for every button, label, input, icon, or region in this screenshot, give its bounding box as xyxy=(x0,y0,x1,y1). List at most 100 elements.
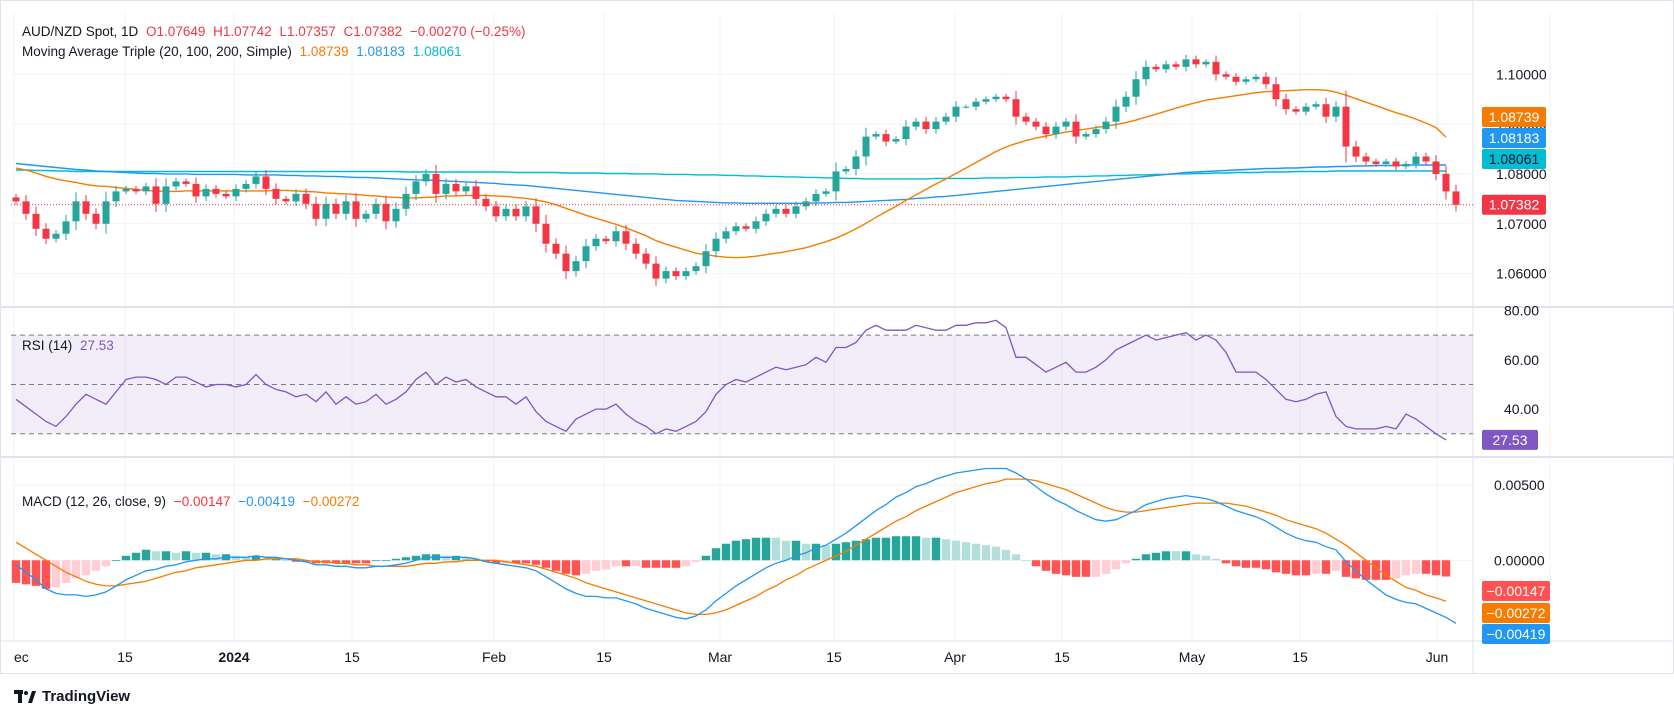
macd-histogram-bar xyxy=(691,560,701,562)
candle-body xyxy=(262,176,270,189)
candle-body xyxy=(1372,161,1380,164)
candle-body xyxy=(432,173,440,194)
macd-signal-value: −0.00272 xyxy=(302,494,360,509)
macd-histogram-bar xyxy=(821,545,831,561)
candle-body xyxy=(1242,79,1250,82)
candle-body xyxy=(172,181,180,187)
candle-body xyxy=(982,99,990,102)
candle-body xyxy=(712,238,720,252)
x-tick-label: Apr xyxy=(944,649,966,665)
macd-label: MACD (12, 26, close, 9) xyxy=(22,494,167,509)
macd-histogram-bar xyxy=(41,560,51,589)
candle-body xyxy=(1122,96,1130,107)
macd-histogram-bar xyxy=(1041,560,1051,571)
macd-line-value: −0.00419 xyxy=(238,494,295,509)
low-value: L1.07357 xyxy=(279,24,336,39)
macd-signal-line xyxy=(15,478,1447,616)
ma200-line xyxy=(16,169,1446,180)
macd-histogram-bar xyxy=(1201,555,1211,561)
candle-body xyxy=(192,183,200,197)
macd-histogram-bar xyxy=(921,537,931,561)
macd-histogram-bar xyxy=(1311,560,1321,574)
price-pane[interactable] xyxy=(11,54,1473,286)
macd-pane[interactable] xyxy=(11,467,1457,624)
ma100-price-badge: 1.08183 xyxy=(1489,130,1540,146)
candle-body xyxy=(992,96,1000,100)
macd-histogram-bar xyxy=(641,560,651,568)
macd-histogram-bar xyxy=(351,560,361,564)
macd-histogram-bar xyxy=(1351,560,1361,579)
candle-body xyxy=(282,198,290,202)
ma200-value: 1.08061 xyxy=(412,44,462,59)
candle-body xyxy=(62,221,70,234)
rsi-tick-label: 80.00 xyxy=(1504,302,1539,318)
candle-body xyxy=(382,203,390,222)
candle-body xyxy=(672,271,680,277)
price-tick-label: 1.07000 xyxy=(1496,216,1547,232)
candle-body xyxy=(1452,191,1460,205)
macd-histogram-bar xyxy=(771,537,781,561)
macd-histogram-bar xyxy=(1031,560,1041,567)
candle-body xyxy=(782,208,790,214)
candle-body xyxy=(632,243,640,254)
macd-histogram-bar xyxy=(341,560,351,564)
x-tick-label: 15 xyxy=(1292,649,1308,665)
candle-body xyxy=(692,266,700,272)
tradingview-logo[interactable]: TradingView xyxy=(14,688,130,705)
macd-histogram-bar xyxy=(461,557,471,561)
macd-histogram-bar xyxy=(561,560,571,574)
close-value: C1.07382 xyxy=(343,24,403,39)
macd-histogram-bar xyxy=(711,548,721,561)
symbol-title: AUD/NZD Spot, 1D xyxy=(22,24,139,39)
candle-body xyxy=(442,183,450,194)
macd-histogram-bar xyxy=(1061,560,1071,576)
macd-histogram-bar xyxy=(81,560,91,576)
candle-body xyxy=(72,201,80,222)
macd-histogram-bar xyxy=(931,537,941,561)
macd-histogram-bar xyxy=(131,552,141,561)
macd-histogram-bar xyxy=(681,560,691,567)
candle-body xyxy=(152,186,160,204)
macd-histogram-bar xyxy=(451,555,461,561)
candle-body xyxy=(302,193,310,204)
candle-body xyxy=(912,121,920,127)
candle-body xyxy=(492,206,500,217)
candle-body xyxy=(142,186,150,192)
macd-histogram-bar xyxy=(1341,560,1351,577)
macd-histogram-bar xyxy=(761,537,771,561)
rsi-pane[interactable] xyxy=(11,319,1473,441)
price-tick-label: 1.10000 xyxy=(1496,66,1547,82)
macd-histogram-bar xyxy=(1421,560,1431,574)
macd-histogram-bar xyxy=(631,560,641,567)
macd-histogram-bar xyxy=(331,560,341,564)
candle-body xyxy=(842,168,850,172)
candle-body xyxy=(1082,134,1090,137)
macd-histogram-bar xyxy=(1371,560,1381,580)
rsi-badge: 27.53 xyxy=(1492,432,1527,448)
open-value: O1.07649 xyxy=(146,24,206,39)
candle-body xyxy=(1002,96,1010,100)
macd-histogram-bar xyxy=(371,560,381,562)
macd-histogram-bar xyxy=(871,537,881,561)
candle-body xyxy=(1362,156,1370,162)
macd-histogram-bar xyxy=(401,557,411,561)
macd-histogram-bar xyxy=(171,552,181,561)
macd-histogram-bar xyxy=(981,545,991,561)
candle-body xyxy=(642,253,650,264)
macd-histogram-bar xyxy=(1251,560,1261,568)
macd-histogram-bar xyxy=(1431,560,1441,576)
macd-hist-badge-background xyxy=(1482,581,1550,601)
ma20-price-badge-background xyxy=(1482,107,1546,127)
candle-body xyxy=(562,253,570,272)
macd-histogram-bar xyxy=(51,560,61,588)
macd-histogram-bar xyxy=(261,558,271,561)
macd-histogram-bar xyxy=(491,560,501,564)
candle-body xyxy=(892,139,900,142)
x-tick-label: ec xyxy=(14,649,29,665)
macd-histogram-bar xyxy=(591,560,601,571)
macd-histogram-bar xyxy=(181,551,191,561)
macd-histogram-bar xyxy=(1051,560,1061,574)
candle-body xyxy=(792,206,800,214)
macd-histogram-bar xyxy=(881,537,891,561)
